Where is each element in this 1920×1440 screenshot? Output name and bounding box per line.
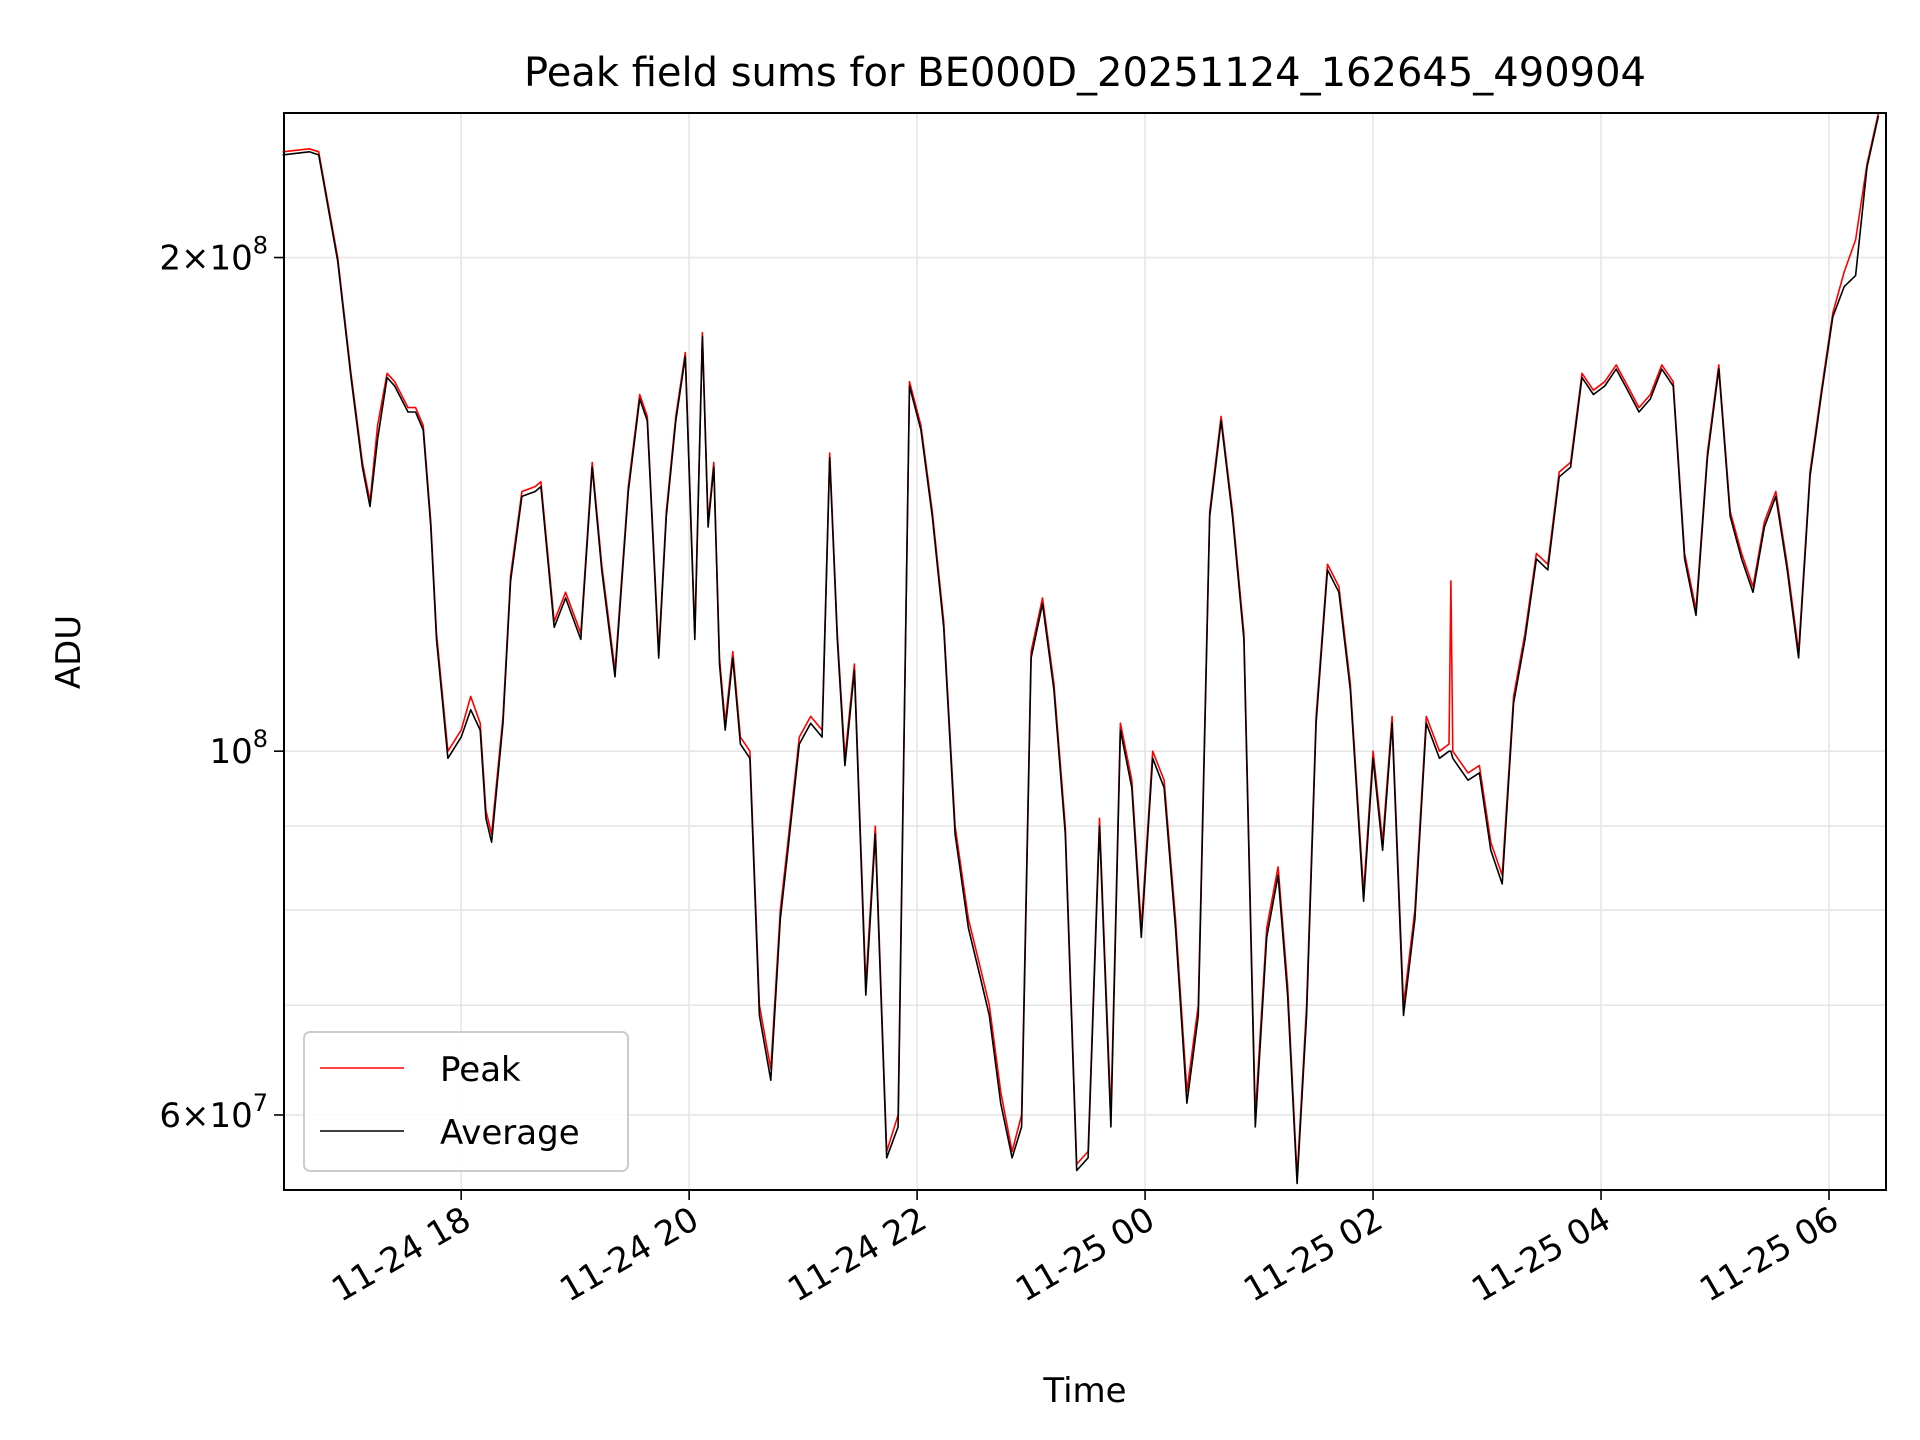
chart-title: Peak field sums for BE000D_20251124_1626… (524, 50, 1646, 96)
y-tick-label-base: 6×10 (159, 1096, 252, 1136)
grid-layer (284, 113, 1886, 1190)
y-tick-label-exponent: 7 (253, 1089, 268, 1117)
y-tick-label-exponent: 8 (253, 725, 268, 753)
series-layer (282, 112, 1880, 1185)
series-line-average (282, 115, 1880, 1185)
legend: Peak Average (303, 1031, 629, 1172)
legend-label-average: Average (440, 1113, 580, 1153)
x-axis-label: Time (1042, 1371, 1126, 1411)
y-tick-label: 2×108 (159, 232, 268, 279)
plot-frame (283, 112, 1887, 1191)
y-tick-label: 108 (209, 725, 268, 772)
legend-label-peak: Peak (440, 1050, 521, 1090)
plot-area-background (284, 113, 1886, 1190)
y-tick-label: 6×107 (159, 1089, 268, 1136)
y-tick-label-base: 2×10 (159, 239, 252, 279)
legend-box (303, 1031, 629, 1172)
y-tick-label-exponent: 8 (253, 232, 268, 260)
y-axis-label: ADU (49, 615, 89, 689)
y-tick-label-base: 10 (209, 732, 252, 772)
